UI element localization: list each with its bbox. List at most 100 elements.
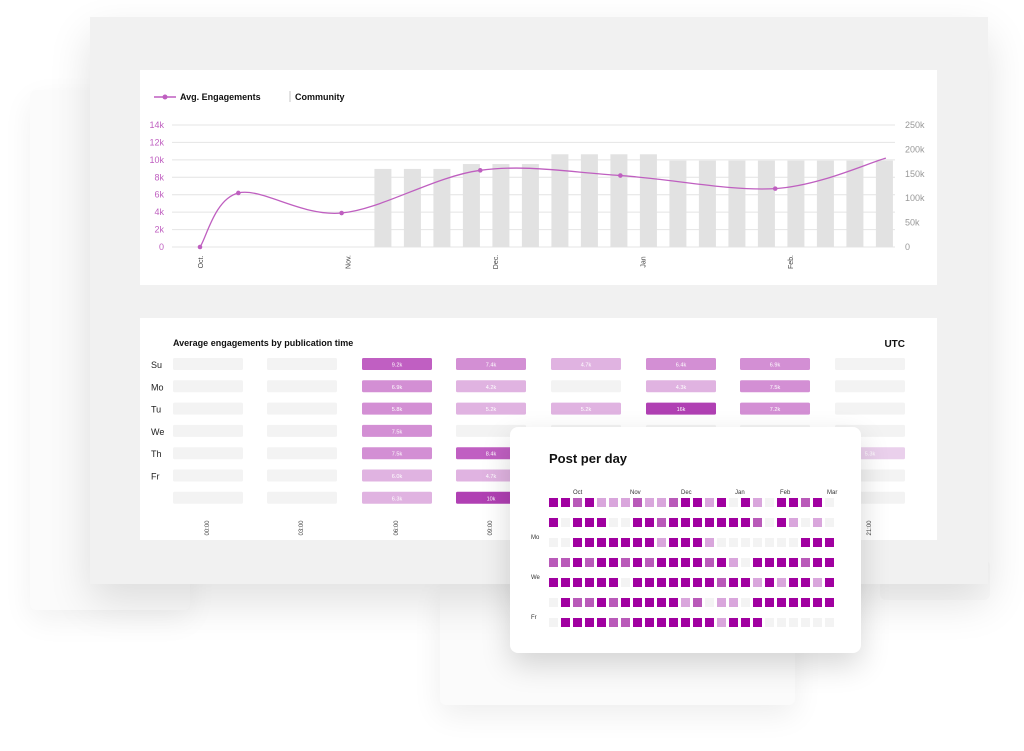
post-day-cell[interactable]	[669, 498, 678, 507]
post-day-cell[interactable]	[609, 518, 618, 527]
post-day-cell[interactable]	[789, 598, 798, 607]
post-day-cell[interactable]	[741, 538, 750, 547]
post-day-cell[interactable]	[657, 558, 666, 567]
post-day-cell[interactable]	[573, 558, 582, 567]
post-day-cell[interactable]	[825, 598, 834, 607]
post-day-cell[interactable]	[633, 578, 642, 587]
post-day-cell[interactable]	[573, 518, 582, 527]
post-day-cell[interactable]	[585, 578, 594, 587]
post-day-cell[interactable]	[693, 558, 702, 567]
heatmap-cell[interactable]	[740, 358, 810, 370]
post-day-cell[interactable]	[633, 558, 642, 567]
heatmap-cell[interactable]	[267, 447, 337, 460]
post-day-cell[interactable]	[561, 598, 570, 607]
heatmap-cell[interactable]	[362, 447, 432, 460]
post-day-cell[interactable]	[801, 558, 810, 567]
post-day-cell[interactable]	[609, 598, 618, 607]
post-day-cell[interactable]	[621, 538, 630, 547]
post-day-cell[interactable]	[693, 578, 702, 587]
timezone-label[interactable]: UTC	[884, 339, 905, 350]
post-day-cell[interactable]	[561, 558, 570, 567]
post-day-cell[interactable]	[669, 598, 678, 607]
post-day-cell[interactable]	[741, 558, 750, 567]
heatmap-cell[interactable]	[267, 358, 337, 370]
post-day-cell[interactable]	[621, 518, 630, 527]
post-day-cell[interactable]	[657, 538, 666, 547]
post-day-cell[interactable]	[801, 498, 810, 507]
heatmap-cell[interactable]	[456, 491, 526, 504]
post-day-cell[interactable]	[729, 618, 738, 627]
post-day-cell[interactable]	[549, 538, 558, 547]
post-day-cell[interactable]	[585, 618, 594, 627]
heatmap-cell[interactable]	[362, 358, 432, 370]
post-day-cell[interactable]	[609, 578, 618, 587]
heatmap-cell[interactable]	[173, 447, 243, 460]
post-day-cell[interactable]	[597, 598, 606, 607]
post-day-cell[interactable]	[765, 558, 774, 567]
heatmap-cell[interactable]	[173, 358, 243, 370]
post-day-cell[interactable]	[693, 498, 702, 507]
post-day-cell[interactable]	[753, 518, 762, 527]
heatmap-cell[interactable]	[267, 469, 337, 482]
post-day-cell[interactable]	[789, 578, 798, 587]
post-day-cell[interactable]	[609, 538, 618, 547]
post-day-cell[interactable]	[681, 618, 690, 627]
post-day-cell[interactable]	[549, 618, 558, 627]
heatmap-cell[interactable]	[456, 380, 526, 393]
post-day-cell[interactable]	[573, 618, 582, 627]
post-day-cell[interactable]	[813, 498, 822, 507]
post-day-cell[interactable]	[789, 618, 798, 627]
post-day-cell[interactable]	[561, 618, 570, 627]
post-day-cell[interactable]	[765, 598, 774, 607]
post-day-cell[interactable]	[753, 558, 762, 567]
post-day-cell[interactable]	[825, 498, 834, 507]
post-day-cell[interactable]	[729, 598, 738, 607]
post-day-cell[interactable]	[813, 578, 822, 587]
post-day-cell[interactable]	[681, 598, 690, 607]
post-day-cell[interactable]	[705, 538, 714, 547]
post-day-cell[interactable]	[717, 538, 726, 547]
post-day-cell[interactable]	[633, 598, 642, 607]
heatmap-cell[interactable]	[740, 380, 810, 393]
post-day-cell[interactable]	[705, 578, 714, 587]
post-day-cell[interactable]	[681, 518, 690, 527]
post-day-cell[interactable]	[645, 618, 654, 627]
post-day-cell[interactable]	[789, 538, 798, 547]
post-day-cell[interactable]	[753, 538, 762, 547]
heatmap-cell[interactable]	[362, 491, 432, 504]
post-day-cell[interactable]	[609, 618, 618, 627]
post-day-cell[interactable]	[597, 538, 606, 547]
heatmap-cell[interactable]	[646, 380, 716, 393]
post-day-cell[interactable]	[669, 618, 678, 627]
post-day-cell[interactable]	[633, 618, 642, 627]
post-day-cell[interactable]	[573, 598, 582, 607]
heatmap-cell[interactable]	[173, 424, 243, 437]
post-day-cell[interactable]	[669, 538, 678, 547]
post-day-cell[interactable]	[717, 498, 726, 507]
post-day-cell[interactable]	[669, 578, 678, 587]
post-day-cell[interactable]	[801, 618, 810, 627]
post-day-cell[interactable]	[633, 498, 642, 507]
post-day-cell[interactable]	[705, 518, 714, 527]
heatmap-cell[interactable]	[173, 491, 243, 504]
post-day-cell[interactable]	[825, 578, 834, 587]
post-day-cell[interactable]	[609, 498, 618, 507]
heatmap-cell[interactable]	[646, 358, 716, 370]
post-day-cell[interactable]	[717, 578, 726, 587]
post-day-cell[interactable]	[741, 578, 750, 587]
heatmap-cell[interactable]	[267, 491, 337, 504]
heatmap-cell[interactable]	[835, 358, 905, 370]
post-day-cell[interactable]	[549, 518, 558, 527]
post-day-cell[interactable]	[561, 578, 570, 587]
post-day-cell[interactable]	[801, 518, 810, 527]
post-day-cell[interactable]	[729, 538, 738, 547]
post-day-cell[interactable]	[777, 618, 786, 627]
post-day-cell[interactable]	[693, 518, 702, 527]
post-day-cell[interactable]	[777, 598, 786, 607]
post-day-cell[interactable]	[705, 558, 714, 567]
post-day-cell[interactable]	[585, 518, 594, 527]
post-day-cell[interactable]	[801, 598, 810, 607]
heatmap-cell[interactable]	[173, 402, 243, 415]
post-day-cell[interactable]	[741, 598, 750, 607]
post-day-cell[interactable]	[813, 518, 822, 527]
